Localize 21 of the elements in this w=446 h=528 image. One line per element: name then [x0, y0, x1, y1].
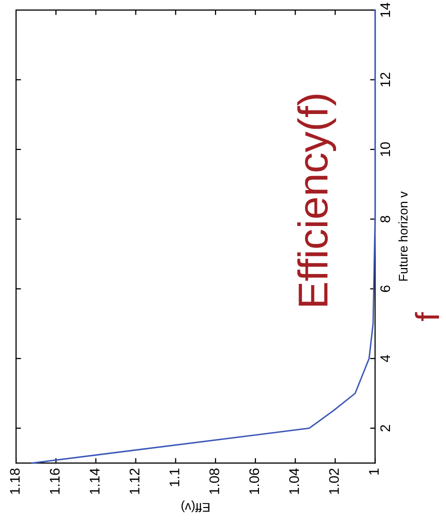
- x-tick-label: 1.1: [170, 468, 180, 486]
- x-tick-label: 1.14: [90, 468, 100, 494]
- y-tick-label: 2: [380, 425, 390, 432]
- annotation: Efficiency(f): [297, 94, 336, 306]
- x-tick-label: 1.04: [289, 468, 300, 494]
- y-tick-label: 8: [380, 216, 390, 222]
- text: f: [414, 312, 440, 321]
- y-tick-label: 12: [380, 72, 390, 86]
- x-tick-label: 1.18: [10, 468, 20, 494]
- x-axis-title: Eff(v): [182, 500, 210, 512]
- y-axis-title: Future horizon v: [398, 191, 408, 281]
- y-tick-label: 6: [380, 286, 390, 292]
- x-tick-label: 1: [369, 468, 379, 475]
- x-tick-label: 1.16: [50, 468, 60, 494]
- y-tick-label: 10: [380, 142, 390, 156]
- x-tick-label: 1.08: [209, 468, 220, 494]
- y-tick-label: 4: [380, 355, 390, 362]
- x-tick-label: 1.06: [249, 468, 260, 494]
- x-tick-label: 1.02: [329, 468, 339, 494]
- y-tick-label: 14: [380, 2, 390, 17]
- x-tick-label: 1.12: [130, 468, 140, 494]
